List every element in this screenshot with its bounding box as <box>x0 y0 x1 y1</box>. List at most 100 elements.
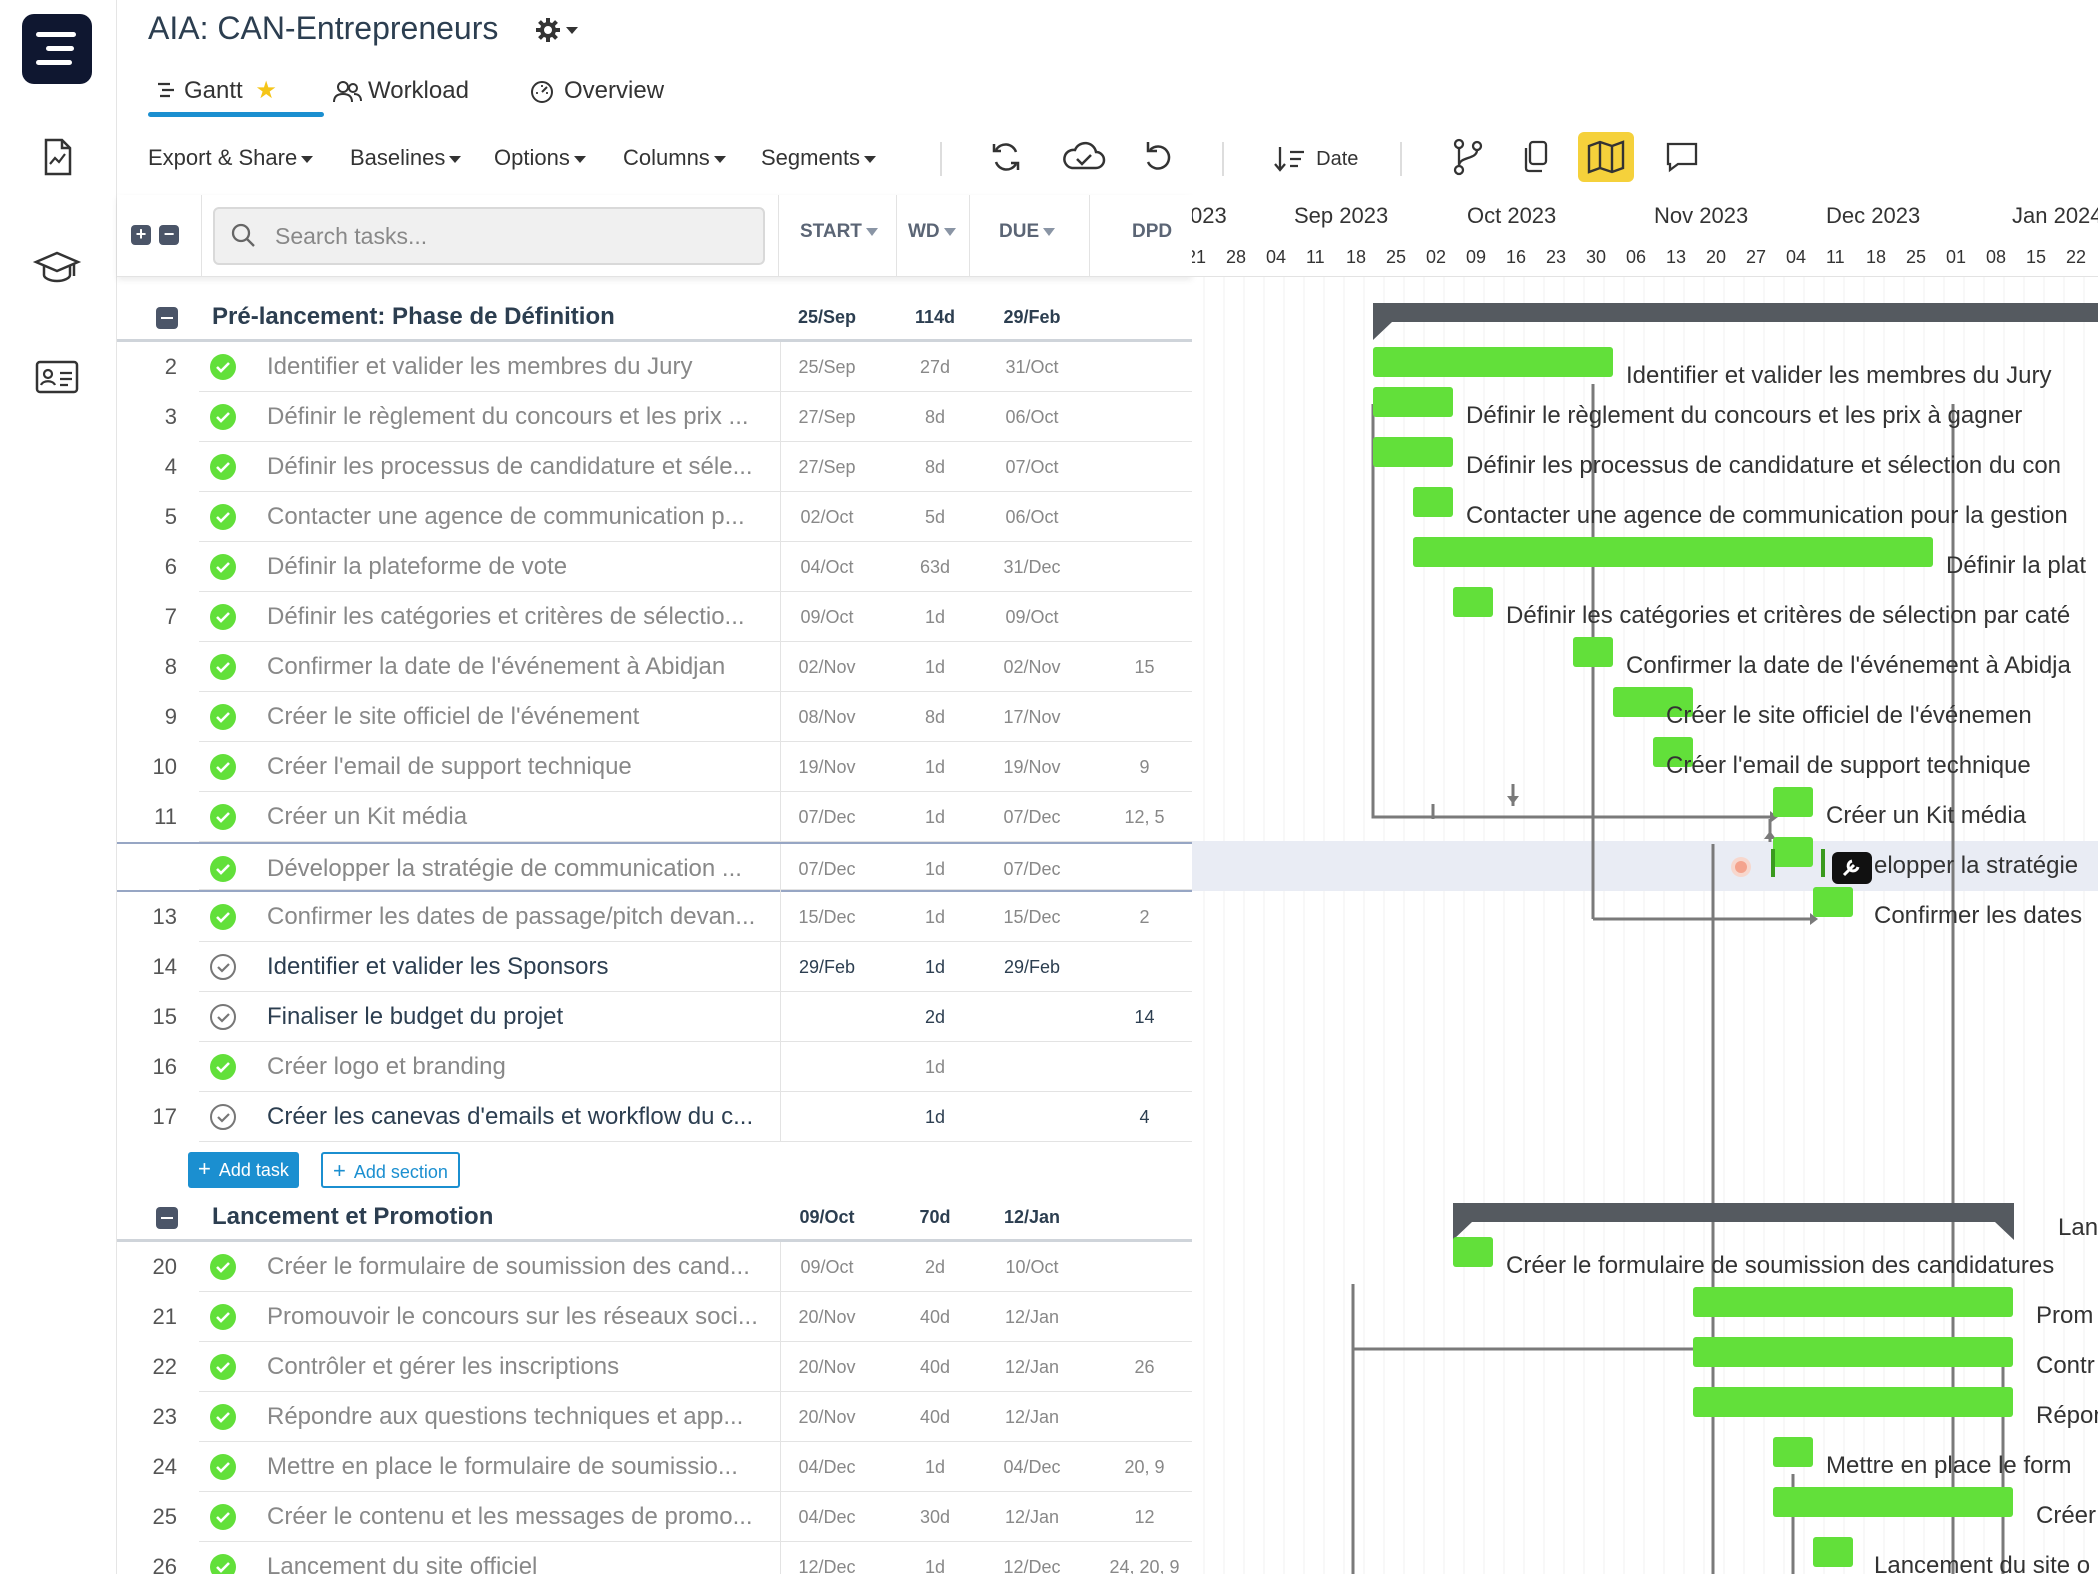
task-name[interactable]: Confirmer la date de l'événement à Abidj… <box>267 653 726 680</box>
cloud-save-button[interactable] <box>1058 136 1110 178</box>
collapse-all-button[interactable]: − <box>159 225 179 245</box>
comments-button[interactable] <box>1660 136 1704 178</box>
task-due[interactable] <box>972 992 1092 1042</box>
completed-check-icon[interactable] <box>209 1453 237 1481</box>
task-start[interactable]: 07/Dec <box>798 807 856 827</box>
completed-check-icon[interactable] <box>209 1253 237 1281</box>
task-wd[interactable]: 27d <box>919 357 951 377</box>
task-row[interactable]: 25 Créer le contenu et les messages de pr… <box>117 1492 1192 1542</box>
task-wd[interactable]: 2d <box>924 1257 946 1277</box>
search-input[interactable] <box>275 209 755 263</box>
task-due[interactable]: 31/Dec <box>1003 557 1061 577</box>
star-icon[interactable]: ★ <box>255 77 277 104</box>
task-name[interactable]: Répondre aux questions techniques et app… <box>267 1403 744 1430</box>
gantt-task-bar[interactable] <box>1573 637 1613 667</box>
task-start[interactable]: 12/Dec <box>798 1557 856 1574</box>
task-row[interactable]: 5 Contacter une agence de communication p… <box>117 492 1192 542</box>
task-due[interactable] <box>972 1092 1092 1142</box>
task-row[interactable]: 24 Mettre en place le formulaire de soumi… <box>117 1442 1192 1492</box>
task-row[interactable]: 15 Finaliser le budget du projet 2d 14 <box>117 992 1192 1042</box>
task-dependencies[interactable] <box>1097 392 1192 442</box>
section-row[interactable]: Pré-lancement: Phase de Définition 25/Se… <box>117 292 1192 342</box>
task-row[interactable]: Développer la stratégie de communication… <box>117 842 1192 894</box>
completed-check-icon[interactable] <box>209 653 237 681</box>
task-wd[interactable]: 30d <box>919 1507 951 1527</box>
task-wd[interactable]: 1d <box>924 657 946 677</box>
task-dependencies[interactable]: 12, 5 <box>1124 807 1165 827</box>
task-dependencies[interactable]: 12 <box>1134 1507 1155 1527</box>
task-due[interactable]: 12/Dec <box>1003 1557 1061 1574</box>
options-menu[interactable]: Options <box>494 140 586 176</box>
tab-overview[interactable]: Overview <box>530 74 664 118</box>
task-dependencies[interactable] <box>1097 542 1192 592</box>
completed-check-icon[interactable] <box>209 603 237 631</box>
completed-check-icon[interactable] <box>209 703 237 731</box>
task-due[interactable]: 06/Oct <box>1005 407 1059 427</box>
section-row[interactable]: Lancement et Promotion 09/Oct 70d 12/Jan <box>117 1192 1192 1242</box>
task-name[interactable]: Promouvoir le concours sur les réseaux s… <box>267 1303 758 1330</box>
task-row[interactable]: 9 Créer le site officiel de l'événement 08… <box>117 692 1192 742</box>
completed-check-icon[interactable] <box>209 1503 237 1531</box>
task-due[interactable]: 15/Dec <box>1003 907 1061 927</box>
task-name[interactable]: Contrôler et gérer les inscriptions <box>267 1353 620 1380</box>
task-wd[interactable]: 63d <box>919 557 951 577</box>
task-due[interactable]: 09/Oct <box>1005 607 1059 627</box>
collapse-section-button[interactable] <box>156 307 178 329</box>
task-row[interactable]: 10 Créer l'email de support technique 19/N… <box>117 742 1192 792</box>
task-due[interactable]: 10/Oct <box>1005 1257 1059 1277</box>
section-name[interactable]: Lancement et Promotion <box>212 1203 494 1230</box>
app-logo[interactable] <box>22 14 92 84</box>
task-name[interactable]: Finaliser le budget du projet <box>267 1003 564 1030</box>
task-start[interactable]: 09/Oct <box>800 1257 854 1277</box>
task-wd[interactable]: 1d <box>924 1107 946 1127</box>
add-section-button[interactable]: + Add section <box>321 1152 460 1188</box>
gantt-task-bar[interactable] <box>1773 837 1813 867</box>
task-row[interactable]: 11 Créer un Kit média 07/Dec 1d 07/Dec 12, 5 <box>117 792 1192 842</box>
task-dependencies[interactable] <box>1097 844 1192 894</box>
task-name[interactable]: Créer le formulaire de soumission des ca… <box>267 1253 750 1280</box>
task-dependencies[interactable] <box>1097 1392 1192 1442</box>
task-start[interactable]: 20/Nov <box>798 1357 856 1377</box>
undo-button[interactable] <box>1136 136 1180 178</box>
gantt-task-bar[interactable] <box>1773 1437 1813 1467</box>
task-start[interactable]: 15/Dec <box>798 907 856 927</box>
gantt-task-bar[interactable] <box>1373 387 1453 417</box>
task-dependencies[interactable] <box>1097 1292 1192 1342</box>
task-dependencies[interactable]: 26 <box>1134 1357 1155 1377</box>
gantt-task-bar[interactable] <box>1413 537 1933 567</box>
collapse-section-button[interactable] <box>156 1207 178 1229</box>
task-dependencies[interactable] <box>1097 492 1192 542</box>
section-summary-bar[interactable] <box>1373 303 2098 340</box>
task-wd[interactable]: 1d <box>924 907 946 927</box>
task-wd[interactable]: 8d <box>924 407 946 427</box>
task-wd[interactable]: 8d <box>924 707 946 727</box>
task-name[interactable]: Identifier et valider les membres du Jur… <box>267 353 693 380</box>
task-wd[interactable]: 8d <box>924 457 946 477</box>
task-row[interactable]: 14 Identifier et valider les Sponsors 29/F… <box>117 942 1192 992</box>
task-name[interactable]: Mettre en place le formulaire de soumiss… <box>267 1453 738 1480</box>
section-summary-bar[interactable] <box>1453 1203 2014 1240</box>
task-name[interactable]: Lancement du site officiel <box>267 1553 538 1574</box>
gantt-task-bar[interactable] <box>1773 1487 2013 1517</box>
task-name[interactable]: Créer logo et branding <box>267 1053 506 1080</box>
task-start[interactable]: 27/Sep <box>798 457 856 477</box>
completed-check-icon[interactable] <box>209 1353 237 1381</box>
task-name[interactable]: Créer le site officiel de l'événement <box>267 703 640 730</box>
column-header-wd[interactable]: WD <box>908 221 956 243</box>
task-due[interactable]: 12/Jan <box>1004 1407 1060 1427</box>
task-wd[interactable]: 1d <box>924 807 946 827</box>
task-start[interactable]: 04/Dec <box>798 1457 856 1477</box>
task-row[interactable]: 20 Créer le formulaire de soumission des … <box>117 1242 1192 1292</box>
task-wd[interactable]: 1d <box>924 1557 946 1574</box>
task-wd[interactable]: 1d <box>924 1457 946 1477</box>
task-dependencies[interactable] <box>1097 942 1192 992</box>
completed-check-icon[interactable] <box>209 403 237 431</box>
gantt-task-bar[interactable] <box>1813 1537 1853 1567</box>
task-row[interactable]: 21 Promouvoir le concours sur les réseaux… <box>117 1292 1192 1342</box>
task-dependencies[interactable] <box>1097 342 1192 392</box>
complete-task-checkbox[interactable] <box>209 953 237 981</box>
task-row[interactable]: 8 Confirmer la date de l'événement à Abid… <box>117 642 1192 692</box>
task-dependencies[interactable]: 9 <box>1139 757 1150 777</box>
task-due[interactable]: 06/Oct <box>1005 507 1059 527</box>
task-start[interactable]: 29/Feb <box>798 957 856 977</box>
